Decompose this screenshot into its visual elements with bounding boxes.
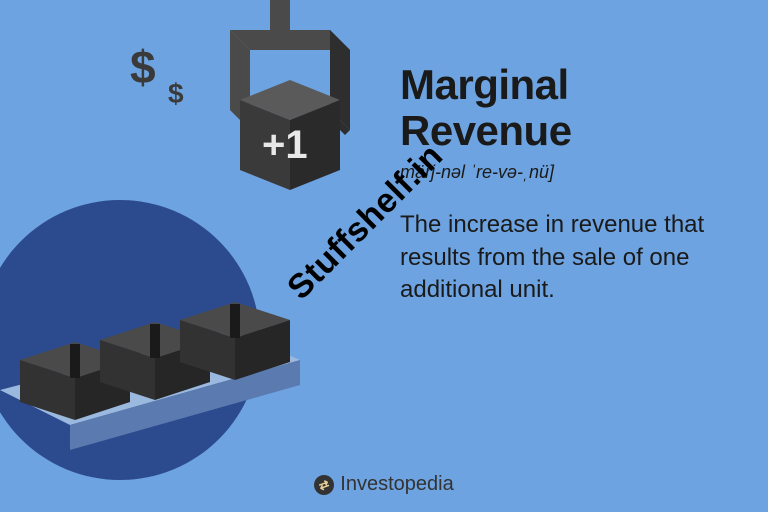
pronunciation: märj-nəl ˈre-və-ˌnü] [400,162,740,183]
term-title: Marginal Revenue [400,62,740,154]
hanging-box: +1 [240,80,340,190]
box-label: +1 [262,123,308,167]
brand-icon: ⇄ [311,472,337,498]
dollar-small-icon: $ [168,78,184,110]
brand-name: Investopedia [340,473,453,496]
text-content: Marginal Revenue märj-nəl ˈre-və-ˌnü] Th… [400,62,740,307]
infographic-canvas: $ $ +1 [0,0,768,512]
brand-icon-glyph: ⇄ [317,476,331,493]
dollar-large-icon: $ [130,40,156,94]
definition: The increase in revenue that results fro… [400,209,740,306]
brand-footer: ⇄ Investopedia [0,473,768,496]
